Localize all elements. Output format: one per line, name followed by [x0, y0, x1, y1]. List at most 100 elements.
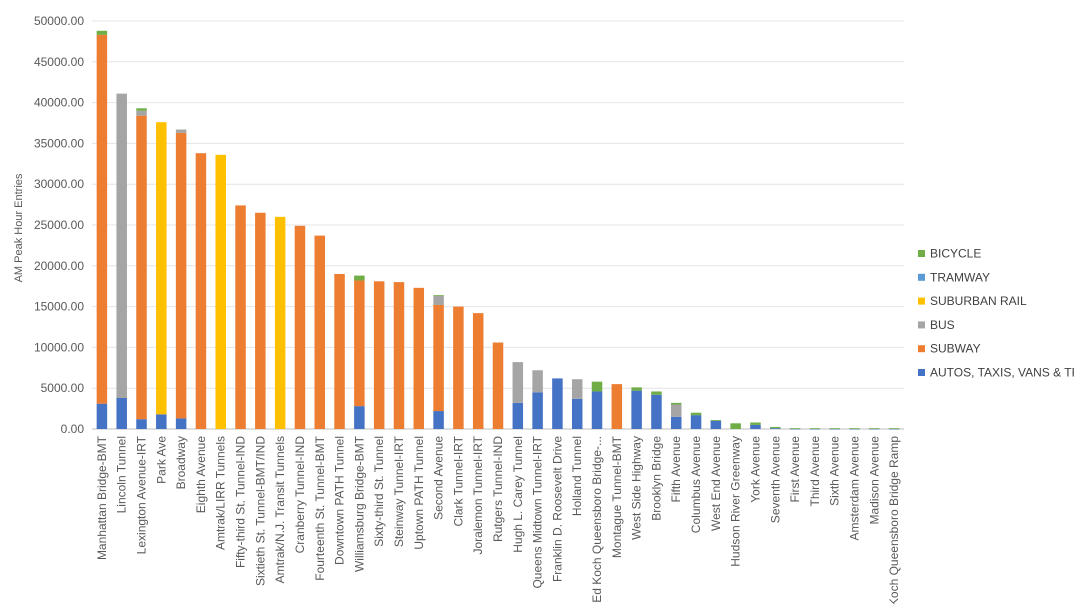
bar-segment [393, 282, 405, 429]
x-tick-label: Williamsburg Bridge-BMT [352, 435, 366, 572]
bar-segment [175, 129, 187, 133]
x-tick-label: Franklin D. Roosevelt Drive [550, 436, 564, 582]
bar-segment [631, 387, 642, 391]
legend-swatch [918, 250, 925, 257]
bar-segment [710, 420, 722, 429]
y-tick-label: 20000.00 [34, 259, 84, 273]
bar-segment [770, 426, 781, 429]
bar-segment [869, 428, 880, 430]
legend-swatch [918, 321, 925, 329]
bar-segment [334, 273, 345, 429]
y-axis-ticks: 0.00 5000.00 10000.00 15000.00 20000.00 25000… [34, 14, 84, 436]
bar-segment [532, 370, 543, 393]
x-tick-label: York Avenue [748, 436, 762, 503]
bar-segment [571, 398, 583, 429]
x-tick-label: Hugh L. Carey Tunnel [511, 436, 525, 553]
gridlines [92, 20, 904, 430]
y-tick-label: 40000.00 [34, 96, 84, 110]
bars [96, 30, 900, 430]
x-tick-label: Clark Tunnel-IRT [451, 435, 465, 526]
bar-segment [274, 216, 286, 429]
bar-segment [770, 428, 781, 429]
x-tick-label: Holland Tunnel [570, 436, 584, 516]
bar-segment [96, 34, 108, 404]
x-tick-label: Joralemon Tunnel-IRT [471, 435, 485, 554]
y-tick-label: 10000.00 [34, 340, 84, 354]
legend-swatch [918, 297, 925, 305]
x-tick-label: Steinway Tunnel-IRT [392, 435, 406, 547]
legend-label: TRAMWAY [930, 270, 990, 284]
bar-segment [888, 428, 900, 429]
x-tick-label: Sixty-third St. Tunnel [372, 436, 386, 547]
bar-segment [512, 402, 524, 429]
y-axis-label: AM Peak Hour Entries [13, 173, 25, 282]
y-tick-label: 30000.00 [34, 177, 84, 191]
legend-label: BUS [930, 318, 955, 332]
bar-segment [631, 390, 642, 429]
bar-segment [433, 304, 444, 412]
bar-segment [373, 281, 385, 429]
x-tick-label: Ed Koch Queensboro Bridge-... [590, 436, 604, 603]
bar-segment [294, 225, 306, 429]
bar-segment [116, 397, 127, 429]
legend-label: SUBWAY [930, 342, 981, 356]
bar-segment [492, 342, 504, 429]
bar-segment [453, 306, 464, 429]
x-tick-label: Eighth Avenue [194, 436, 208, 514]
x-tick-label: Park Ave [154, 436, 168, 484]
x-tick-label: Amtrak/LIRR Tunnels [214, 436, 228, 550]
x-tick-label: Manhattan Bridge-BMT [95, 435, 109, 560]
bar-segment [651, 391, 662, 395]
bar-segment [472, 313, 484, 429]
bar-segment [512, 362, 524, 403]
y-tick-label: 0.00 [61, 422, 85, 436]
bar-segment [670, 416, 682, 429]
bar-segment [789, 428, 801, 429]
bar-segment [571, 379, 583, 399]
bar-segment [215, 154, 226, 429]
x-tick-label: Amtrak/N.J. Transit Tunnels [273, 436, 287, 583]
y-tick-label: 25000.00 [34, 218, 84, 232]
bar-segment [116, 93, 127, 398]
bar-segment [96, 403, 108, 429]
bar-segment [829, 428, 840, 429]
bar-segment [354, 280, 365, 407]
bar-segment [750, 422, 761, 425]
bar-segment [156, 122, 167, 415]
bar-segment [670, 404, 682, 417]
bar-segment [591, 391, 603, 429]
y-tick-label: 35000.00 [34, 136, 84, 150]
bar-segment [789, 428, 801, 430]
x-tick-label: Ed Koch Queensboro Bridge Ramp [887, 436, 901, 604]
x-tick-label: West End Avenue [709, 436, 723, 531]
bar-segment [195, 153, 207, 429]
bar-segment [175, 132, 187, 419]
bar-segment [532, 392, 543, 429]
y-tick-label: 45000.00 [34, 55, 84, 69]
x-tick-label: Sixth Avenue [828, 436, 842, 506]
x-tick-label: Cranberry Tunnel-IND [293, 436, 307, 554]
x-tick-label: Sixtieth St. Tunnel-BMT/IND [253, 436, 267, 586]
legend-swatch [918, 273, 925, 281]
y-tick-label: 15000.00 [34, 300, 84, 314]
bar-segment [136, 110, 147, 116]
bar-segment [591, 381, 603, 392]
bar-segment [255, 212, 266, 429]
x-tick-label: Second Avenue [432, 436, 446, 520]
bar-segment [413, 287, 425, 429]
y-tick-label: 50000.00 [34, 14, 84, 28]
legend-label: AUTOS, TAXIS, VANS & TRUCKS [930, 366, 1074, 380]
bar-segment [96, 30, 108, 35]
bar-segment [136, 115, 147, 420]
bar-segment [354, 406, 365, 429]
x-tick-label: Montague Tunnel-BMT [610, 435, 624, 558]
bar-segment [136, 108, 147, 111]
x-tick-label: Fifty-third St. Tunnel-IND [234, 436, 248, 568]
x-tick-label: First Avenue [788, 436, 802, 503]
x-tick-label: Lincoln Tunnel [115, 436, 129, 513]
x-tick-label: Third Avenue [808, 436, 822, 507]
bar-segment [888, 428, 900, 430]
x-tick-label: Hudson River Greenway [729, 436, 743, 567]
bar-segment [433, 295, 444, 296]
